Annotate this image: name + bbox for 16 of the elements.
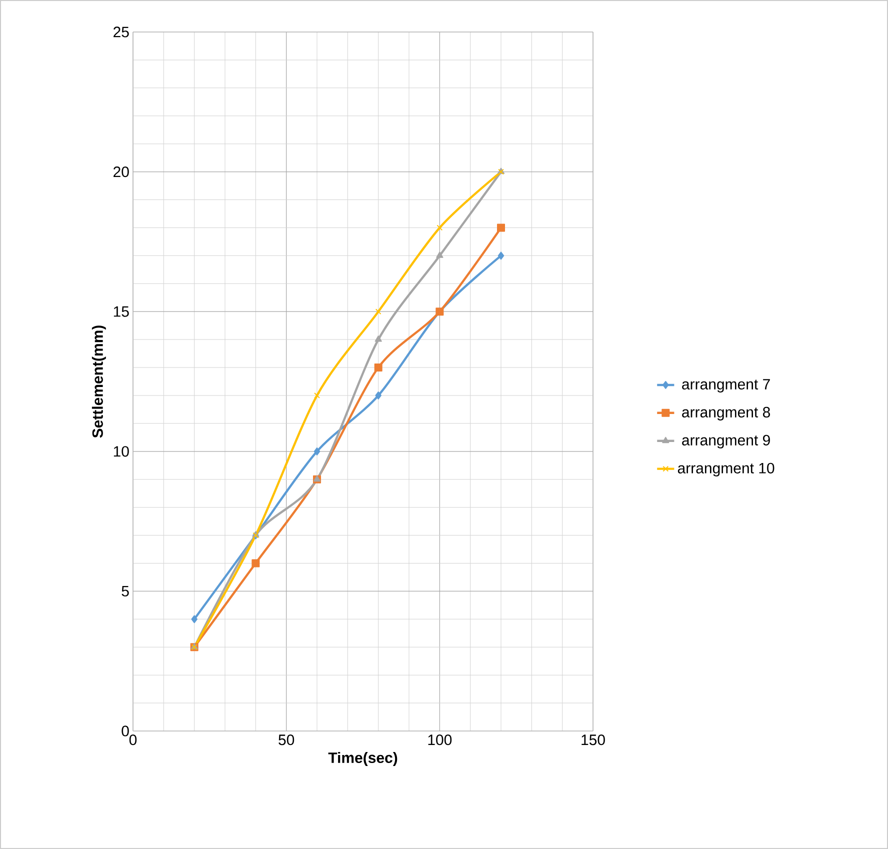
y-tick-label: 25 xyxy=(114,26,129,38)
legend-label: arrangment 8 xyxy=(682,406,770,420)
legend-label: arrangment 7 xyxy=(682,379,770,392)
legend-label: arrangment 9 xyxy=(682,434,770,448)
x-tick-label: 100 xyxy=(428,734,452,746)
y-tick-label: 10 xyxy=(114,446,129,457)
y-axis-title: Settlement(mm) xyxy=(92,326,106,438)
x-tick-label: 150 xyxy=(582,734,605,746)
legend-label: arrangment 10 xyxy=(678,462,774,476)
x-tick-label: 0 xyxy=(129,734,137,746)
x-tick-label: 50 xyxy=(278,734,294,746)
y-tick-label: 20 xyxy=(114,166,129,178)
y-tick-label: 5 xyxy=(122,586,129,596)
y-tick-label: 15 xyxy=(114,306,129,317)
x-axis-title: Time(sec) xyxy=(328,752,398,766)
y-tick-label: 0 xyxy=(122,726,129,736)
